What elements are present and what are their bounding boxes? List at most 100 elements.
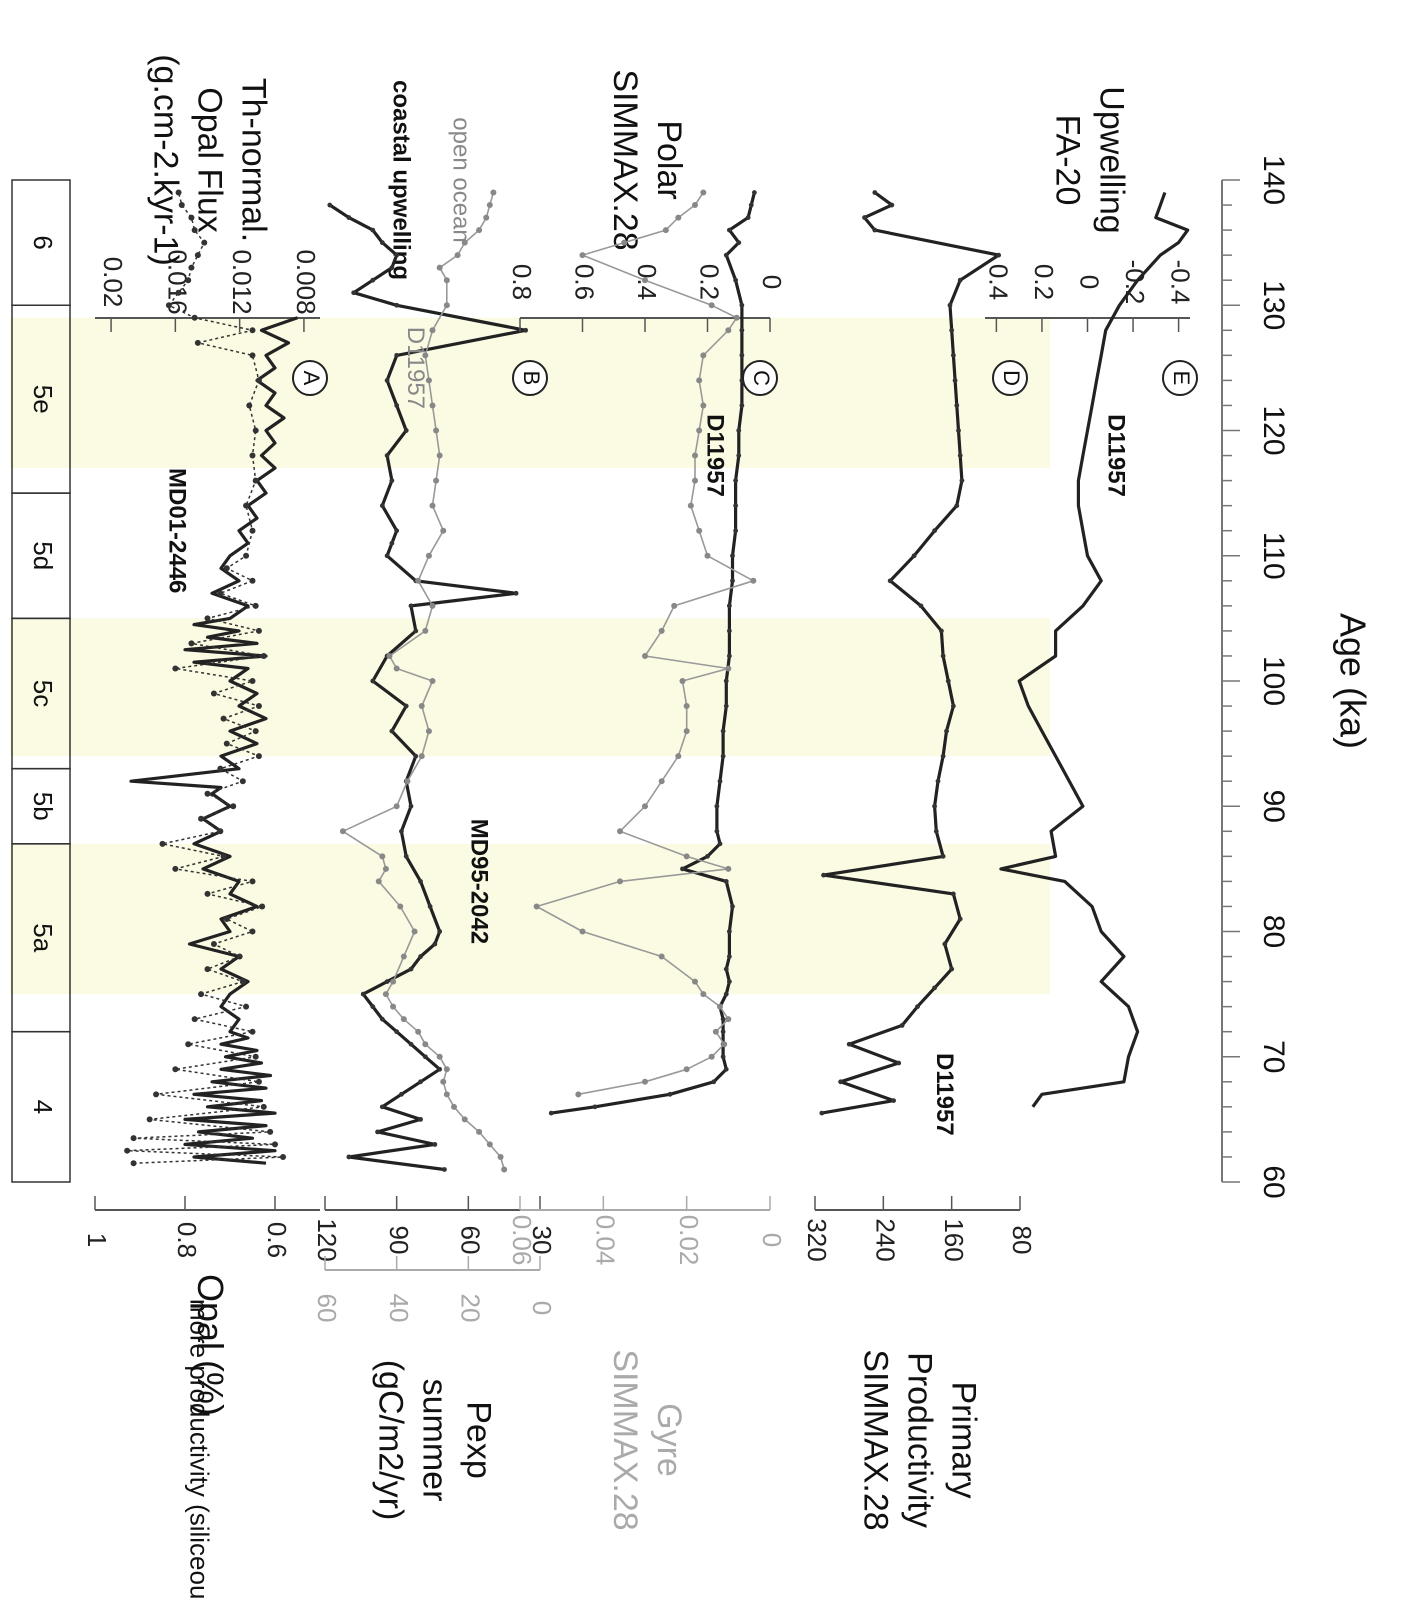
panel-C-series-0-point xyxy=(592,1104,598,1110)
panel-C-series-0-point xyxy=(745,215,751,220)
panel-B-series-0-point xyxy=(379,1016,385,1022)
panel-B-series-1-point xyxy=(339,828,346,835)
panel-B-label-coastal: coastal upwelling xyxy=(388,80,415,280)
panel-A-series-1-point xyxy=(267,1128,274,1135)
panel-A-left-tick-label: 0.8 xyxy=(172,1222,202,1258)
age-tick-label: 70 xyxy=(1257,1040,1290,1073)
panel-D-series-0-point xyxy=(940,653,946,659)
panel-D-series-0-point xyxy=(918,603,924,609)
panel-B-series-1-point xyxy=(483,214,490,221)
panel-B-series-1-point xyxy=(429,602,436,609)
panel-B-series-1-point xyxy=(486,202,493,209)
panel-A-series-1-point xyxy=(260,1103,267,1110)
panel-B-series-1-point xyxy=(436,264,443,271)
panel-B-series-1-point xyxy=(443,277,450,284)
panel-A-note: more productivity (siliceous) xyxy=(185,1299,215,1600)
panel-E-right-tick-label: 0.2 xyxy=(1029,264,1059,300)
panel-B-series-0-point xyxy=(413,753,419,759)
panel-C-series-0-point xyxy=(730,578,735,584)
panel-B-series-0-point xyxy=(403,853,409,859)
panel-D-series-0-point xyxy=(957,453,963,458)
panel-A-series-0-line xyxy=(129,316,299,1165)
panel-B-series-1-point xyxy=(443,1066,450,1073)
panel-B-series-1-point xyxy=(390,1003,397,1010)
panel-C-series-0-point xyxy=(730,553,735,559)
panel-C-series-0-point xyxy=(548,1110,554,1116)
panel-D-letter-circle xyxy=(992,360,1028,396)
panel-B-series-0-point xyxy=(389,265,395,271)
panel-B-series-1-point xyxy=(418,753,425,760)
panel-C-series-0-point xyxy=(723,879,729,884)
panel-B-series-1-point xyxy=(486,1141,493,1148)
panel-B-series-1-point xyxy=(422,1041,429,1048)
age-tick-label: 130 xyxy=(1257,280,1290,330)
panel-B-left-title-line: summer xyxy=(416,1379,454,1502)
panel-B-series-0-point xyxy=(394,528,400,534)
panel-C-series-0-point xyxy=(733,503,739,509)
panel-A-series-1-point xyxy=(201,239,208,246)
panel-C-series-1-point xyxy=(617,828,623,835)
panel-C-series-1-point xyxy=(621,239,628,246)
panel-A-series-1-point xyxy=(260,652,267,659)
panel-A-series-1-point xyxy=(130,1160,137,1167)
panel-C-series-1-point xyxy=(696,427,703,434)
panel-B-series-0-point xyxy=(403,703,409,709)
panel-C-series-1-point xyxy=(708,1053,715,1060)
panel-A-series-1-point xyxy=(194,252,201,259)
panel-C-series-0-point xyxy=(720,1054,726,1060)
panel-C-series-1-point xyxy=(675,753,682,760)
panel-B-series-0-point xyxy=(418,879,423,884)
panel-A-series-1-point xyxy=(204,790,211,797)
panel-A-series-1-point xyxy=(198,991,205,998)
panel-B-series-1-point xyxy=(440,527,447,534)
panel-C-series-0-point xyxy=(723,991,729,997)
panel-C-series-1-point xyxy=(579,928,586,935)
panel-E-right-tick-label: 0.4 xyxy=(984,264,1014,300)
panel-D-series-0-point xyxy=(933,828,939,834)
panel-A-series-1-point xyxy=(239,978,246,985)
panel-B-series-1-point xyxy=(382,991,389,998)
panel-D-left-tick-label: 320 xyxy=(802,1218,832,1261)
panel-B-series-1-point xyxy=(461,1116,468,1123)
panel-C-right-tick-label: 0 xyxy=(757,275,787,289)
panel-A-series-1-point xyxy=(204,615,211,622)
panel-A-series-1-point xyxy=(210,941,217,948)
panel-B-series-0-point xyxy=(375,1129,380,1135)
panel-A-series-1-point xyxy=(252,602,259,609)
panel-D-series-0-point xyxy=(950,352,956,358)
panel-B-series-0-point xyxy=(408,603,414,609)
panel-A-right-tick-label: 0.02 xyxy=(98,257,128,308)
panel-B-series-0-point xyxy=(389,728,395,734)
panel-D-series-0-point xyxy=(862,215,867,220)
panel-B-series-0-point xyxy=(427,904,433,909)
panel-B-series-1-point xyxy=(418,703,425,710)
panel-B-series-1-point xyxy=(497,1153,504,1160)
panel-D-series-0-point xyxy=(932,803,937,809)
panel-D-series-0-point xyxy=(940,753,946,759)
panel-B-series-1-point xyxy=(429,402,436,409)
panel-B-series-0-point xyxy=(370,678,376,684)
panel-B-series-0-point xyxy=(513,590,519,596)
panel-A-series-1-point xyxy=(175,189,182,196)
panel-A-series-1-point xyxy=(255,753,262,760)
panel-A-series-1-point xyxy=(249,878,256,885)
panel-B-series-0-point xyxy=(384,453,390,458)
panel-C-right-title-line: SIMMAX.28 xyxy=(606,69,644,250)
panel-B-left2-tick-label: 0 xyxy=(527,1301,557,1315)
panel-B-series-0-point xyxy=(327,202,333,208)
stage-label-5c: 5c xyxy=(28,680,58,707)
panel-B-series-1-point xyxy=(422,352,429,359)
panel-B-series-0-point xyxy=(418,1079,423,1085)
panel-A-series-1-point xyxy=(146,1116,153,1123)
panel-C-letter: C xyxy=(749,370,774,386)
panel-D-series-0-point xyxy=(950,703,956,709)
panel-B-series-0-point xyxy=(399,828,404,834)
panel-B-series-1-point xyxy=(433,427,440,434)
panel-D-series-0-point xyxy=(957,277,963,283)
panel-A-right-title-line: (g.cm-2.kyr-1) xyxy=(147,54,185,266)
panel-B-series-0-point xyxy=(418,954,423,959)
panel-A-series-1-point xyxy=(191,1016,198,1023)
panel-C-series-1-point xyxy=(692,452,698,459)
panel-B-series-0-point xyxy=(379,240,385,246)
panel-D-series-0-point xyxy=(899,1023,905,1028)
